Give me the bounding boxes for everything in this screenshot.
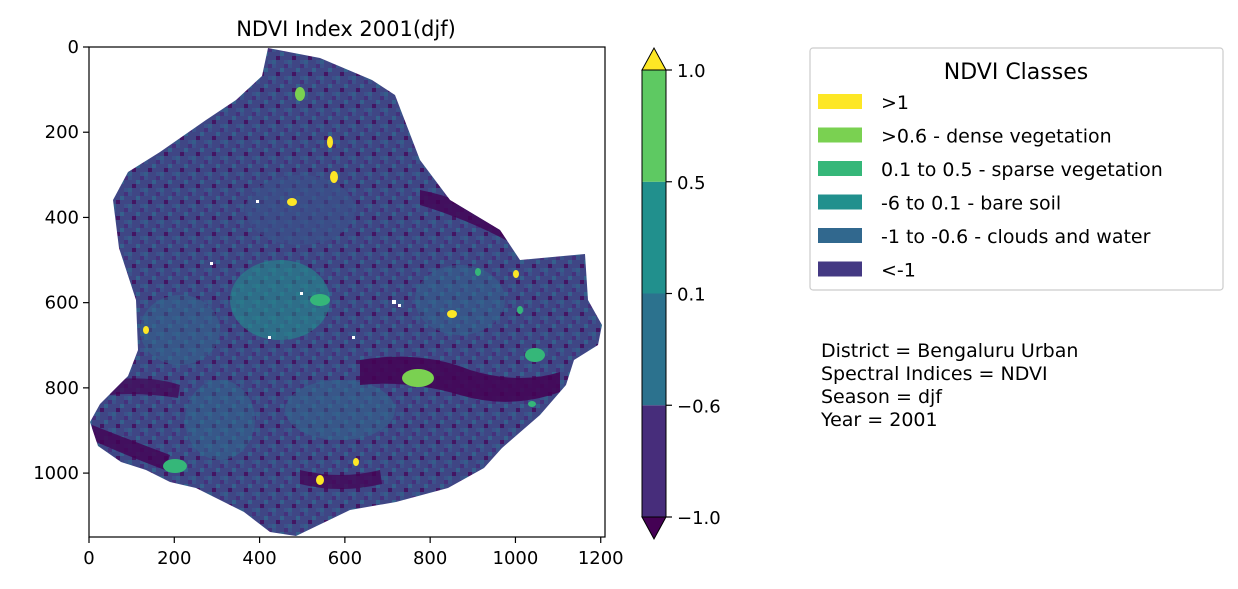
y-axis: 0 200 400 600 800 1000 [33, 37, 89, 484]
colorbar-tick-label: 1.0 [677, 61, 706, 82]
map-patch-sparse-vegetation [517, 306, 523, 314]
y-tick-label: 200 [45, 122, 79, 143]
x-tick-label: 800 [413, 548, 447, 569]
info-line: Year = 2001 [820, 409, 938, 431]
x-tick-label: 400 [242, 548, 276, 569]
map-nodata [300, 292, 303, 295]
map-patch-over [353, 458, 359, 466]
x-tick-label: 600 [328, 548, 362, 569]
map-nodata [352, 336, 355, 339]
colorbar: 1.0 0.5 0.1 −0.6 −1.0 [641, 46, 721, 541]
legend-swatch [818, 194, 862, 210]
x-tick-label: 0 [83, 548, 94, 569]
y-tick-label: 600 [45, 293, 79, 314]
info-line: Spectral Indices = NDVI [821, 363, 1048, 385]
y-tick-label: 0 [68, 37, 79, 58]
map-patch-over [447, 310, 457, 318]
map-region-dark [360, 356, 560, 402]
legend-label: <-1 [881, 260, 916, 282]
map-nodata [210, 262, 213, 265]
colorbar-extend-over [641, 46, 667, 71]
map-patch-over [330, 171, 338, 183]
map-patch-sparse-vegetation [310, 294, 330, 306]
legend-swatch [818, 228, 862, 243]
map-patch-dense-vegetation [295, 87, 305, 101]
map-nodata [392, 300, 396, 304]
map-region-dark [92, 425, 170, 470]
map-patch-over [513, 270, 519, 278]
legend-label: -6 to 0.1 - bare soil [881, 193, 1061, 215]
map-region-bare-soil [230, 260, 330, 340]
legend-swatch [818, 94, 862, 109]
x-tick-label: 1000 [493, 548, 539, 569]
legend-label: -1 to -0.6 - clouds and water [881, 226, 1151, 248]
colorbar-segment [642, 70, 666, 182]
legend-swatch [818, 127, 862, 143]
map-region-bare-soil [415, 265, 505, 335]
y-tick-label: 1000 [33, 463, 79, 484]
chart-title: NDVI Index 2001(djf) [236, 17, 456, 41]
map-region-bare-soil [140, 295, 220, 365]
info-line: District = Bengaluru Urban [821, 340, 1078, 362]
colorbar-tick-label: 0.1 [677, 285, 706, 306]
plot-frame [88, 46, 606, 538]
map-region-dark [420, 190, 520, 245]
map-region-dark [110, 378, 180, 398]
map-patch-over [143, 326, 149, 334]
legend-label: 0.1 to 0.5 - sparse vegetation [881, 159, 1163, 181]
x-tick-label: 1200 [578, 548, 624, 569]
map-nodata [268, 336, 271, 339]
colorbar-tick-label: −1.0 [677, 508, 721, 529]
map-region-bare-soil [245, 175, 355, 245]
legend-label: >0.6 - dense vegetation [881, 126, 1112, 148]
colorbar-segment [642, 293, 666, 406]
map-region-bare-soil [185, 380, 255, 460]
legend-box [809, 47, 1224, 291]
map-nodata [256, 200, 259, 203]
map-patch-over [327, 136, 333, 148]
map-region-bare-soil [285, 380, 395, 440]
y-tick-label: 400 [45, 207, 79, 228]
info-line: Season = djf [821, 386, 943, 408]
map-nodata [398, 304, 401, 307]
colorbar-segment [642, 181, 666, 294]
legend-swatch [818, 261, 862, 277]
colorbar-tick-label: −0.6 [677, 396, 721, 417]
map-patch-sparse-vegetation [528, 401, 536, 407]
ndvi-map [90, 48, 602, 536]
map-patch-over [316, 475, 324, 485]
map-patch-dense-vegetation [402, 369, 434, 387]
legend: NDVI Classes >1 >0.6 - dense vegetation 0.… [809, 47, 1224, 291]
colorbar-extend-under [641, 516, 667, 541]
y-tick-label: 800 [45, 378, 79, 399]
legend-title: NDVI Classes [944, 60, 1088, 85]
colorbar-tick-label: 0.5 [677, 173, 706, 194]
colorbar-segment [642, 405, 666, 517]
map-patch-sparse-vegetation [107, 289, 113, 295]
map-patch-sparse-vegetation [508, 237, 516, 243]
x-tick-label: 200 [157, 548, 191, 569]
legend-swatch [818, 161, 862, 176]
legend-label: >1 [881, 92, 909, 114]
map-patch-over [287, 198, 297, 206]
map-patch-sparse-vegetation [163, 459, 187, 473]
map-patch-sparse-vegetation [525, 348, 545, 362]
x-axis: 0 200 400 600 800 1000 1200 [83, 537, 624, 569]
map-patch-sparse-vegetation [475, 268, 481, 276]
